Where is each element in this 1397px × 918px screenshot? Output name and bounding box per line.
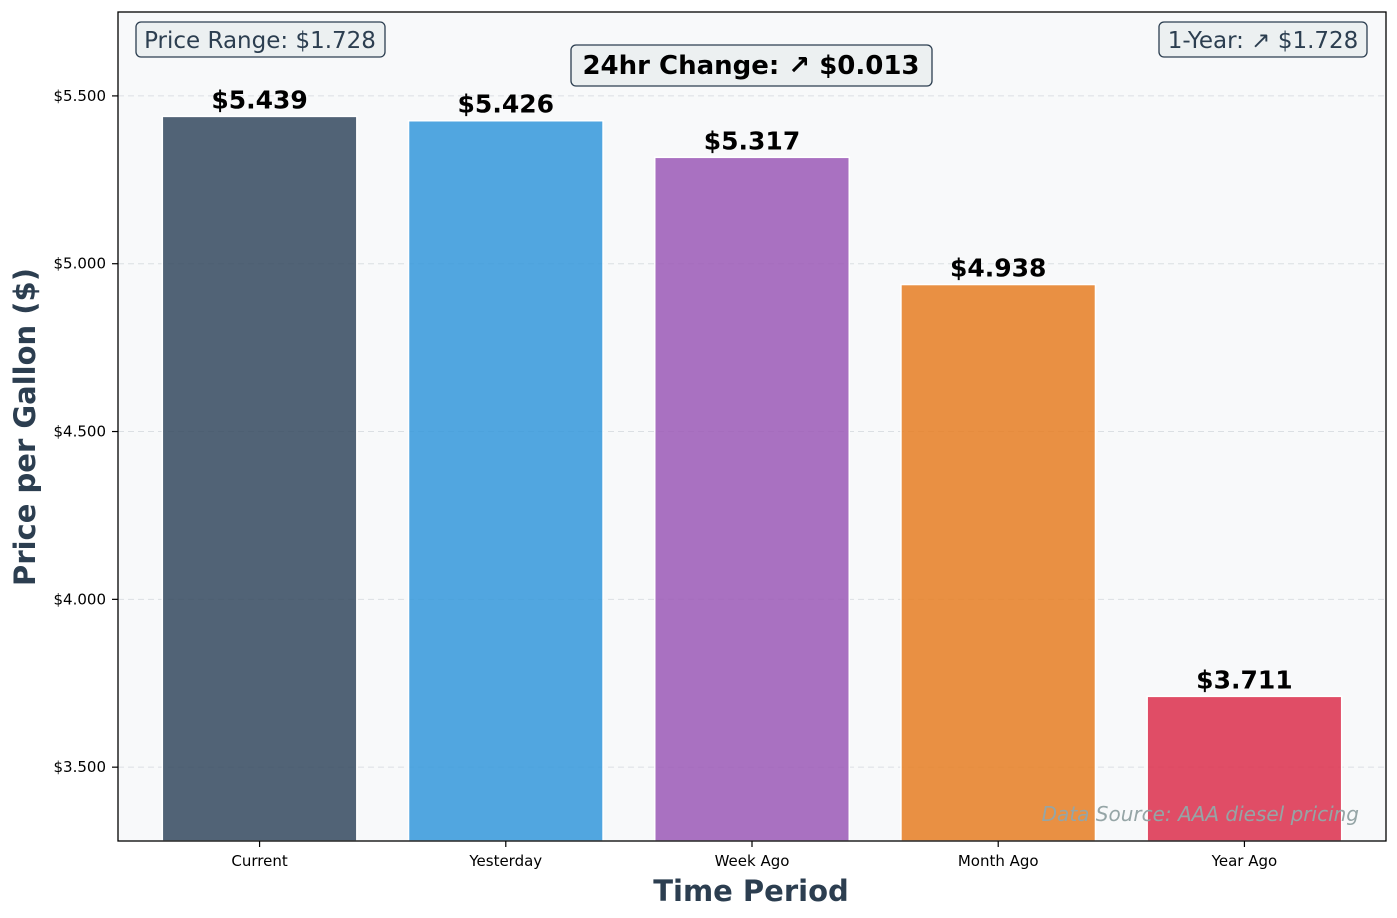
bar-month-ago [900, 283, 1097, 842]
bars [161, 115, 1343, 842]
bar-value-label: $3.711 [1196, 665, 1292, 694]
one-year-text: 1-Year: ↗ $1.728 [1168, 28, 1359, 54]
price-range-box: Price Range: $1.728 [135, 21, 386, 58]
y-axis: $3.500 $4.000 $4.500 $5.000 $5.500 [54, 87, 118, 776]
change-24hr-text: 24hr Change: ↗ $0.013 [582, 51, 919, 81]
x-axis-title: Time Period [653, 874, 849, 908]
bar-week-ago [653, 156, 851, 842]
y-tick-label: $3.500 [54, 758, 107, 776]
x-tick-label: Month Ago [958, 852, 1039, 870]
bar-value-label: $5.439 [211, 85, 307, 114]
y-tick-label: $5.000 [54, 255, 107, 273]
bar-value-label: $4.938 [950, 254, 1046, 283]
x-tick-label: Year Ago [1211, 852, 1278, 870]
x-tick-label: Yesterday [468, 852, 542, 870]
bar-current [161, 115, 358, 842]
x-tick-label: Week Ago [715, 852, 790, 870]
bar-year-ago [1146, 695, 1343, 842]
price-range-text: Price Range: $1.728 [144, 28, 376, 54]
x-tick-label: Current [231, 852, 287, 870]
bar-yesterday [407, 119, 604, 842]
value-labels: $5.439 $5.426 $5.317 $4.938 $3.711 [211, 85, 1292, 694]
change-24hr-box: 24hr Change: ↗ $0.013 [570, 44, 933, 87]
y-tick-label: $4.500 [54, 423, 107, 441]
one-year-box: 1-Year: ↗ $1.728 [1158, 21, 1368, 58]
bar-value-label: $5.426 [458, 90, 554, 119]
y-axis-title: Price per Gallon ($) [8, 268, 42, 586]
bar-value-label: $5.317 [704, 126, 800, 155]
x-axis: Current Yesterday Week Ago Month Ago Year Ag… [231, 841, 1277, 870]
y-tick-label: $5.500 [54, 87, 107, 105]
data-source-note: Data Source: AAA diesel pricing [1042, 802, 1359, 826]
y-tick-label: $4.000 [54, 590, 107, 608]
